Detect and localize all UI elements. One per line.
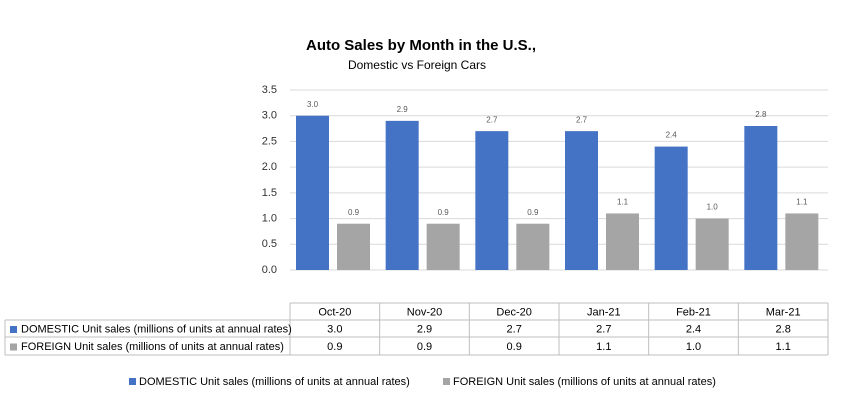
bar xyxy=(337,223,370,270)
bar xyxy=(475,131,509,270)
data-label: 1.1 xyxy=(796,198,808,207)
x-tick-label: Dec-20 xyxy=(496,306,531,318)
bar xyxy=(744,126,778,270)
table-cell: 1.0 xyxy=(686,341,701,353)
bar xyxy=(516,223,550,270)
chart-subtitle: Domestic vs Foreign Cars xyxy=(348,58,486,72)
table-cell: 2.9 xyxy=(417,323,432,335)
table-cell: 2.4 xyxy=(686,323,701,335)
bar xyxy=(565,131,598,270)
table-cell: 2.7 xyxy=(507,323,522,335)
table-legend-key xyxy=(10,343,17,351)
data-label: 2.4 xyxy=(666,131,678,140)
x-tick-label: Jan-21 xyxy=(587,306,621,318)
y-tick-label: 2.0 xyxy=(262,161,277,173)
table-cell: 0.9 xyxy=(327,341,342,353)
legend-label: FOREIGN Unit sales (millions of units at… xyxy=(453,376,716,388)
x-tick-label: Mar-21 xyxy=(766,306,801,318)
bar xyxy=(695,218,729,270)
data-label: 2.7 xyxy=(486,115,498,124)
y-tick-label: 2.5 xyxy=(262,135,277,147)
bar xyxy=(296,115,329,270)
table-row-label: DOMESTIC Unit sales (millions of units a… xyxy=(21,323,292,335)
bar xyxy=(654,146,688,270)
chart-title: Auto Sales by Month in the U.S., xyxy=(306,37,536,54)
bar xyxy=(606,213,639,270)
data-label: 3.0 xyxy=(307,100,319,109)
x-tick-label: Oct-20 xyxy=(318,306,351,318)
table-cell: 0.9 xyxy=(417,341,432,353)
table-cell: 1.1 xyxy=(596,341,611,353)
y-tick-label: 0.0 xyxy=(262,264,277,276)
data-label: 2.7 xyxy=(576,115,588,124)
y-tick-label: 1.5 xyxy=(262,187,277,199)
y-tick-label: 0.5 xyxy=(262,238,277,250)
data-label: 0.9 xyxy=(438,208,450,217)
legend-key xyxy=(443,378,450,385)
legend-key xyxy=(129,378,136,385)
bar xyxy=(785,213,819,270)
bar xyxy=(426,223,460,270)
bar xyxy=(385,120,419,270)
data-label: 0.9 xyxy=(348,208,360,217)
y-tick-label: 3.0 xyxy=(262,110,277,122)
data-label: 1.0 xyxy=(707,203,719,212)
x-tick-label: Feb-21 xyxy=(676,306,711,318)
data-label: 1.1 xyxy=(617,198,629,207)
data-label: 2.9 xyxy=(397,105,409,114)
table-row-label: FOREIGN Unit sales (millions of units at… xyxy=(21,341,284,353)
data-label: 2.8 xyxy=(755,110,767,119)
table-cell: 0.9 xyxy=(507,341,522,353)
table-legend-key xyxy=(10,326,17,333)
y-tick-label: 3.5 xyxy=(262,84,277,96)
table-cell: 1.1 xyxy=(776,341,791,353)
table-cell: 2.8 xyxy=(776,323,791,335)
table-cell: 3.0 xyxy=(327,323,342,335)
legend-label: DOMESTIC Unit sales (millions of units a… xyxy=(139,376,410,388)
table-cell: 2.7 xyxy=(596,323,611,335)
x-tick-label: Nov-20 xyxy=(407,306,442,318)
y-tick-label: 1.0 xyxy=(262,212,277,224)
data-label: 0.9 xyxy=(527,208,539,217)
